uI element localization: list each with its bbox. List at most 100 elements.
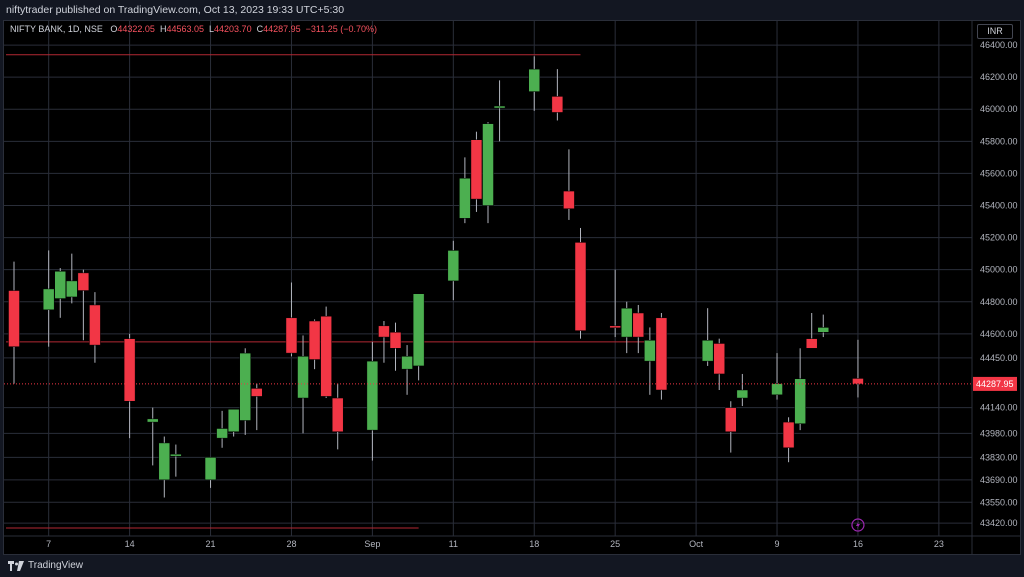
candle-body bbox=[794, 378, 806, 424]
candle-body bbox=[574, 242, 587, 331]
candle-body bbox=[817, 327, 830, 333]
candle-body bbox=[620, 307, 633, 338]
y-tick-label: 44140.00 bbox=[980, 403, 1018, 413]
change-value: −311.25 (−0.70%) bbox=[305, 24, 378, 34]
candle-body bbox=[655, 317, 668, 391]
candle-body bbox=[389, 331, 402, 349]
candle-body bbox=[563, 190, 575, 209]
low-value: 44203.70 bbox=[214, 24, 252, 34]
candle-body bbox=[366, 360, 379, 431]
candle-body bbox=[701, 340, 714, 362]
x-tick-label: 23 bbox=[934, 539, 944, 549]
candle-body bbox=[493, 105, 506, 109]
candle-body bbox=[725, 407, 737, 432]
x-tick-label: 14 bbox=[125, 539, 135, 549]
lightning-bolt-icon bbox=[855, 521, 860, 529]
candle-body bbox=[308, 320, 321, 360]
candle-body bbox=[227, 409, 240, 432]
y-tick-label: 43980.00 bbox=[980, 428, 1018, 438]
y-tick-label: 46200.00 bbox=[980, 72, 1018, 82]
y-tick-label: 43690.00 bbox=[980, 475, 1018, 485]
y-tick-label: 43420.00 bbox=[980, 518, 1018, 528]
symbol-label[interactable]: NIFTY BANK, 1D, NSE bbox=[10, 24, 103, 34]
y-tick-label: 46400.00 bbox=[980, 40, 1018, 50]
y-tick-label: 45200.00 bbox=[980, 233, 1018, 243]
tradingview-logo-icon bbox=[8, 560, 24, 571]
tradingview-logo[interactable]: TradingView bbox=[8, 560, 83, 571]
y-tick-label: 44800.00 bbox=[980, 297, 1018, 307]
candle-body bbox=[401, 356, 413, 370]
candle-body bbox=[66, 280, 78, 298]
candle-body bbox=[77, 272, 90, 291]
low-label: L bbox=[209, 24, 215, 34]
y-tick-label: 45000.00 bbox=[980, 265, 1018, 275]
candle-body bbox=[378, 325, 390, 338]
last-price-badge bbox=[973, 376, 1017, 391]
currency-button[interactable]: INR bbox=[977, 24, 1013, 39]
candle-body bbox=[713, 343, 725, 375]
candle-body bbox=[320, 315, 332, 397]
candle-body bbox=[470, 139, 483, 200]
x-tick-label: 28 bbox=[286, 539, 296, 549]
y-tick-label: 43550.00 bbox=[980, 497, 1018, 507]
candle-body bbox=[89, 304, 101, 346]
candle-body bbox=[644, 340, 656, 362]
candle-body bbox=[204, 457, 217, 481]
lightning-icon bbox=[851, 518, 865, 532]
candle-body bbox=[551, 96, 564, 113]
candle-body bbox=[447, 250, 460, 282]
candle-body bbox=[771, 383, 783, 396]
footer-bar bbox=[0, 555, 1024, 577]
candle-body bbox=[216, 428, 228, 439]
candle-body bbox=[412, 293, 425, 367]
candle-body bbox=[42, 288, 55, 311]
candle-body bbox=[852, 378, 864, 385]
close-value: 44287.95 bbox=[263, 24, 301, 34]
tradingview-brand: TradingView bbox=[28, 560, 84, 571]
candle-body bbox=[239, 352, 251, 421]
y-tick-label: 45800.00 bbox=[980, 136, 1018, 146]
open-label: O bbox=[110, 24, 118, 34]
open-value: 44322.05 bbox=[117, 24, 155, 34]
x-tick-label: 18 bbox=[529, 539, 539, 549]
candle-body bbox=[8, 290, 20, 347]
x-tick-label: 21 bbox=[206, 539, 216, 549]
high-value: 44563.05 bbox=[166, 24, 204, 34]
candle-body bbox=[609, 325, 621, 329]
ohlc-legend: NIFTY BANK, 1D, NSE O44322.05 H44563.05 … bbox=[10, 24, 377, 34]
y-tick-label: 43830.00 bbox=[980, 452, 1018, 462]
candle-body bbox=[123, 338, 136, 402]
x-tick-label: 25 bbox=[610, 539, 620, 549]
candle-body bbox=[782, 421, 795, 449]
last-price-label: 44287.95 bbox=[976, 379, 1014, 389]
candle-body bbox=[251, 388, 263, 397]
y-tick-label: 45600.00 bbox=[980, 168, 1018, 178]
publish-bar: niftytrader published on TradingView.com… bbox=[0, 0, 1024, 20]
high-label: H bbox=[159, 24, 167, 34]
y-tick-label: 44600.00 bbox=[980, 329, 1018, 339]
candle-body bbox=[459, 177, 471, 219]
candle-body bbox=[170, 453, 182, 457]
candle-body bbox=[146, 418, 159, 423]
x-tick-label: 16 bbox=[853, 539, 863, 549]
candle-body bbox=[482, 123, 494, 206]
candle-body bbox=[528, 68, 540, 92]
candle-body bbox=[285, 317, 298, 354]
candle-body bbox=[331, 397, 344, 432]
x-tick-label: Sep bbox=[364, 539, 380, 549]
x-tick-label: 7 bbox=[46, 539, 51, 549]
x-tick-label: Oct bbox=[689, 539, 704, 549]
published-text: niftytrader published on TradingView.com… bbox=[6, 4, 345, 16]
x-tick-label: 9 bbox=[775, 539, 780, 549]
candle-body bbox=[736, 389, 749, 399]
candle-body bbox=[805, 338, 818, 349]
y-tick-label: 45400.00 bbox=[980, 201, 1018, 211]
y-tick-label: 44450.00 bbox=[980, 353, 1018, 363]
candle-body bbox=[54, 271, 66, 299]
close-label: C bbox=[256, 24, 264, 34]
candle-body bbox=[297, 356, 309, 399]
x-tick-label: 11 bbox=[449, 539, 458, 549]
candle-body bbox=[158, 442, 171, 481]
candle-body bbox=[632, 312, 645, 338]
